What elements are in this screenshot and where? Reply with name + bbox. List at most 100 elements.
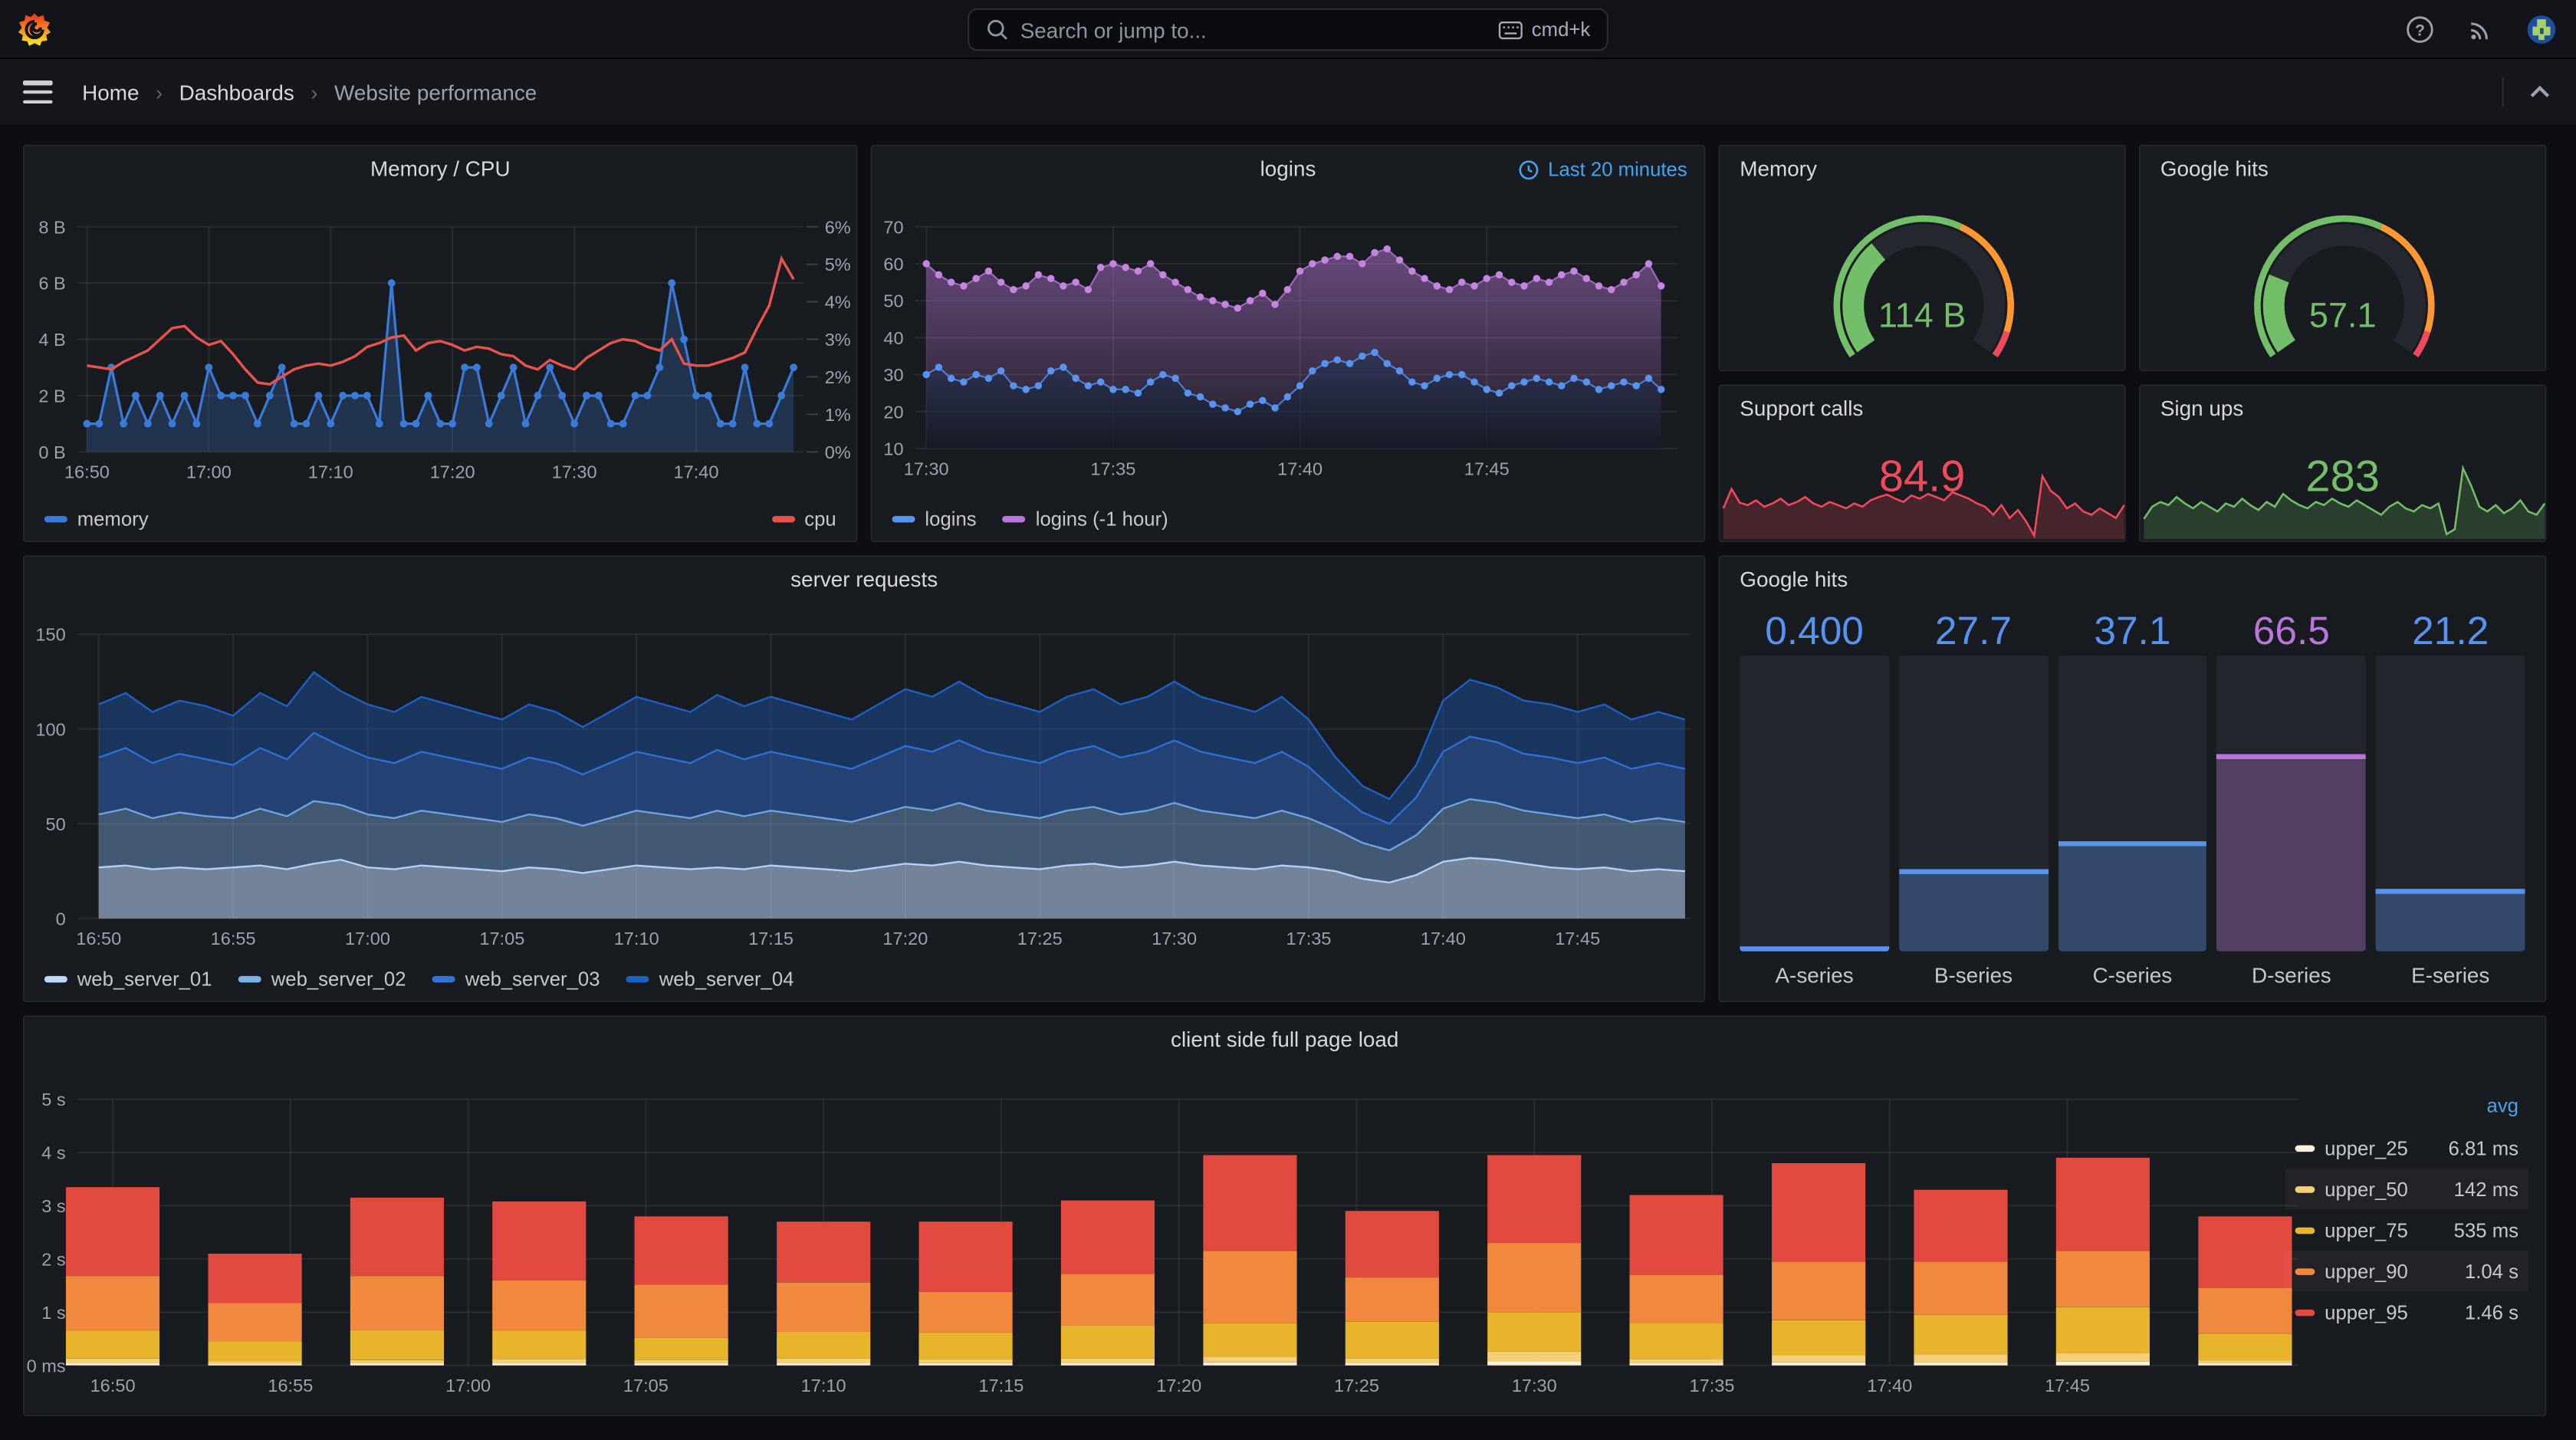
- data-point: [1533, 275, 1540, 282]
- panel-title[interactable]: Memory: [1740, 156, 1817, 181]
- legend-item-upper_95[interactable]: upper_95 1.46 s: [2285, 1291, 2528, 1333]
- data-point: [972, 275, 980, 282]
- legend-item-upper_90[interactable]: upper_90 1.04 s: [2285, 1250, 2528, 1292]
- legend-swatch: [626, 975, 649, 983]
- bar-gauge-column-A-series[interactable]: 0.400 A-series: [1740, 610, 1889, 988]
- panel-title[interactable]: server requests: [790, 567, 938, 592]
- data-point: [790, 363, 798, 372]
- legend-item[interactable]: logins: [892, 508, 977, 531]
- data-point: [656, 363, 664, 372]
- axis-label: 4 s: [41, 1143, 65, 1163]
- axis-label: 50: [883, 291, 903, 311]
- bar-gauge-column-D-series[interactable]: 66.5 D-series: [2216, 610, 2367, 988]
- data-point: [363, 391, 371, 399]
- axis-label: 17:15: [748, 929, 794, 948]
- axis-label: 16:50: [90, 1376, 136, 1396]
- data-point: [680, 335, 688, 344]
- legend-item[interactable]: web_server_03: [432, 968, 600, 991]
- user-avatar[interactable]: [2527, 15, 2557, 44]
- bar-segment-upper_75: [1060, 1325, 1155, 1359]
- legend-item[interactable]: memory: [44, 508, 149, 531]
- bar-gauge-label: C-series: [2092, 962, 2173, 988]
- data-point: [1383, 360, 1392, 367]
- server-requests-chart[interactable]: 16:50 16:55 17:00 17:05 17:10 17:15 17:20 17:25…: [25, 557, 1707, 1004]
- bar-segment-upper_25: [2055, 1361, 2150, 1366]
- search-input[interactable]: Search or jump to... cmd+k: [968, 8, 1608, 51]
- time-range-control[interactable]: Last 20 minutes: [1519, 158, 1687, 181]
- support-calls-sparkline[interactable]: [1720, 386, 2128, 544]
- data-point: [1072, 278, 1079, 286]
- menu-icon[interactable]: [23, 81, 53, 104]
- rss-icon[interactable]: [2466, 15, 2496, 44]
- legend-item[interactable]: logins (-1 hour): [1002, 508, 1168, 531]
- data-point: [1234, 304, 1242, 312]
- band-web_server_01: [98, 857, 1685, 919]
- bar-gauge-column-C-series[interactable]: 37.1 C-series: [2058, 610, 2207, 988]
- bar-segment-upper_95: [777, 1221, 871, 1283]
- data-point: [1483, 386, 1490, 393]
- legend-item[interactable]: web_server_04: [626, 968, 794, 991]
- bar-segment-upper_75: [918, 1332, 1013, 1359]
- panel-title[interactable]: client side full page load: [1171, 1027, 1399, 1052]
- axis-label: 17:05: [623, 1376, 669, 1396]
- axis-label: 4%: [825, 292, 851, 312]
- grafana-logo-icon[interactable]: [16, 12, 52, 48]
- axis-label: 17:35: [1690, 1376, 1735, 1396]
- panel-title[interactable]: Memory / CPU: [370, 156, 511, 181]
- data-point: [558, 391, 567, 399]
- breadcrumb-dashboards[interactable]: Dashboards: [179, 79, 294, 105]
- memory-cpu-chart[interactable]: 16:50 17:00 17:10 17:20 17:30 17:40 0 B 2 B 4 B 6…: [25, 146, 859, 544]
- bar-segment-upper_90: [492, 1280, 586, 1331]
- panel-title[interactable]: Google hits: [2160, 156, 2269, 181]
- data-point: [1395, 367, 1404, 375]
- data-point: [1084, 285, 1092, 294]
- panel-title[interactable]: Support calls: [1740, 396, 1864, 421]
- data-point: [1644, 374, 1653, 383]
- axis-label: 2 s: [41, 1249, 65, 1269]
- logins-chart[interactable]: 17:30 17:35 17:40 17:45 10 20 30 40 50 60 70: [872, 146, 1707, 544]
- data-point: [1408, 267, 1416, 275]
- gauge-arc: [1833, 215, 1963, 358]
- bar-segment-upper_90: [1914, 1261, 2008, 1315]
- data-point: [1234, 408, 1242, 416]
- data-point: [1408, 378, 1416, 386]
- bar-gauge-column-B-series[interactable]: 27.7 B-series: [1898, 610, 2049, 988]
- data-point: [1034, 271, 1043, 279]
- bar-gauge-column-E-series[interactable]: 21.2 E-series: [2375, 610, 2525, 988]
- data-point: [1134, 267, 1142, 275]
- bar-gauge[interactable]: 0.400 A-series 27.7 B-series 37.1 C-series 66.…: [1740, 610, 2525, 988]
- bar-segment-upper_25: [492, 1363, 586, 1366]
- legend-item-upper_50[interactable]: upper_50 142 ms: [2285, 1168, 2528, 1210]
- legend-label: upper_75: [2325, 1218, 2408, 1241]
- legend-item[interactable]: web_server_01: [44, 968, 212, 991]
- legend-item-upper_25[interactable]: upper_25 6.81 ms: [2285, 1127, 2528, 1169]
- data-point: [1608, 285, 1615, 294]
- legend-item[interactable]: cpu: [771, 508, 836, 531]
- gauge-arc: [2380, 223, 2435, 333]
- data-point: [1022, 386, 1030, 393]
- data-point: [1658, 282, 1665, 290]
- panel-support-calls: Support calls 84.9: [1718, 384, 2128, 544]
- breadcrumb-home[interactable]: Home: [82, 79, 140, 105]
- legend-label: upper_95: [2325, 1300, 2408, 1324]
- google-hits-gauge[interactable]: [2141, 146, 2548, 373]
- memory-gauge[interactable]: [1720, 146, 2128, 373]
- chevron-up-icon[interactable]: [2527, 79, 2553, 105]
- axis-label: 6 B: [38, 274, 65, 294]
- axis-label: 17:30: [552, 462, 597, 482]
- panel-title[interactable]: Sign ups: [2160, 396, 2244, 421]
- data-point: [643, 391, 652, 399]
- panel-title[interactable]: logins: [1260, 156, 1316, 181]
- bar-segment-upper_50: [65, 1358, 160, 1363]
- legend-item[interactable]: web_server_02: [238, 968, 406, 991]
- data-point: [1246, 297, 1254, 304]
- bar-segment-upper_95: [1772, 1162, 1866, 1262]
- legend-item-upper_75[interactable]: upper_75 535 ms: [2285, 1209, 2528, 1251]
- bar-gauge-label: A-series: [1775, 962, 1854, 988]
- legend-label: logins: [925, 508, 977, 531]
- page-load-chart[interactable]: 16:50 16:55 17:00 17:05 17:10 17:15 17:20 17:25…: [25, 1017, 2548, 1418]
- sign-ups-sparkline[interactable]: [2141, 386, 2548, 544]
- axis-label: 17:45: [2045, 1376, 2090, 1396]
- help-icon[interactable]: ?: [2405, 15, 2435, 44]
- panel-title[interactable]: Google hits: [1740, 567, 1848, 592]
